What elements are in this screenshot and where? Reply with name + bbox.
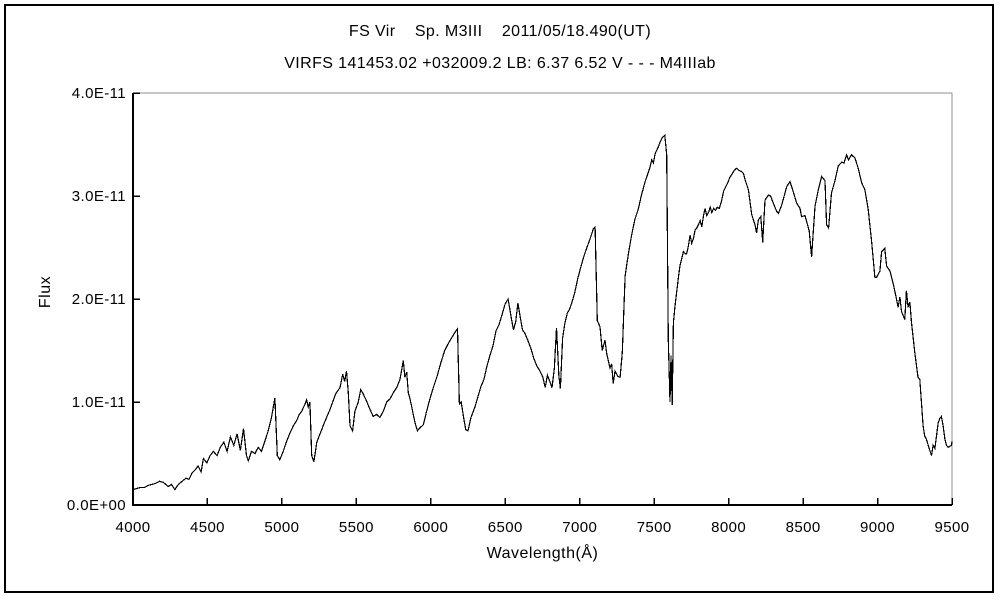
x-tick-label: 8000 — [711, 519, 746, 536]
x-tick-label: 4500 — [190, 519, 225, 536]
x-tick-label: 7000 — [562, 519, 597, 536]
y-tick-label: 3.0E-11 — [72, 188, 126, 205]
x-tick-label: 6000 — [413, 519, 448, 536]
x-tick-label: 8500 — [786, 519, 821, 536]
x-tick-label: 9000 — [860, 519, 895, 536]
spectrum-line — [132, 133, 953, 491]
x-tick-label: 4000 — [116, 519, 151, 536]
x-tick-label: 5000 — [264, 519, 299, 536]
y-tick-label: 1.0E-11 — [72, 394, 126, 411]
x-tick-label: 5500 — [339, 519, 374, 536]
y-tick-label: 0.0E+00 — [67, 497, 126, 514]
x-tick-label: 6500 — [488, 519, 523, 536]
x-tick-label: 7500 — [637, 519, 672, 536]
chart-title: FS Vir Sp. M3III 2011/05/18.490(UT) — [348, 23, 652, 40]
y-tick-label: 2.0E-11 — [72, 291, 126, 308]
chart-subtitle: VIRFS 141453.02 +032009.2 LB: 6.37 6.52 … — [284, 55, 716, 72]
y-tick-label: 4.0E-11 — [72, 85, 126, 102]
x-tick-label: 9500 — [935, 519, 970, 536]
x-axis-label: Wavelength(Å) — [486, 545, 599, 562]
